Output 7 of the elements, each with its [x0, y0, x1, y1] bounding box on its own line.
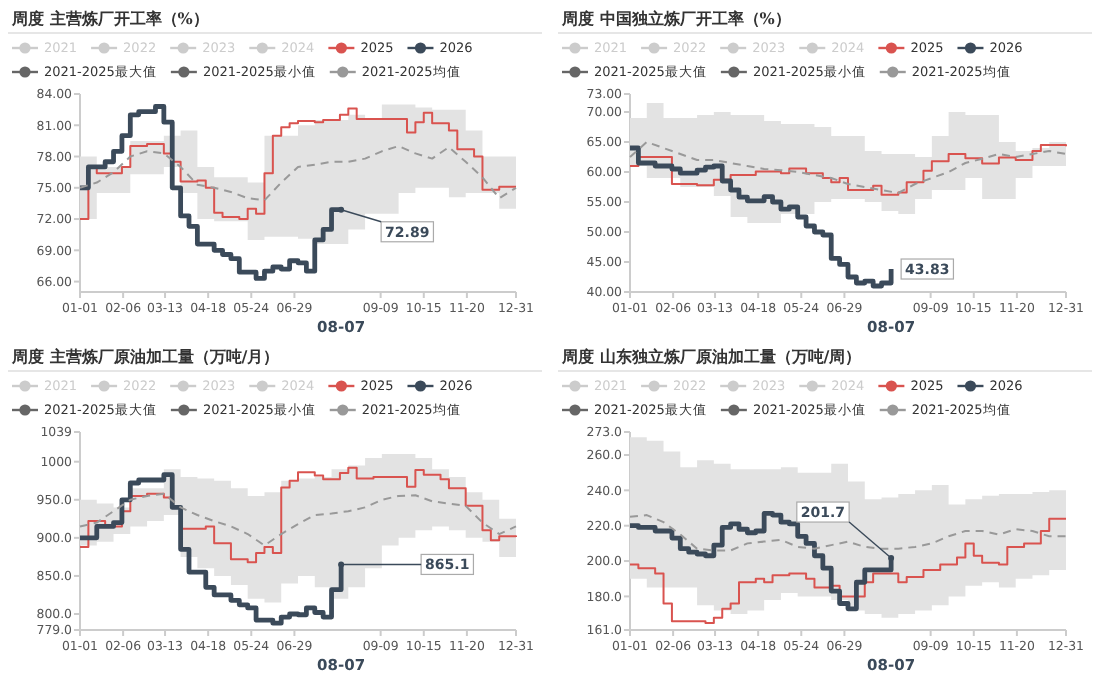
- chart-title: 周度 主营炼厂原油加工量（万吨/月）: [10, 346, 280, 366]
- chart-title: 周度 中国独立炼厂开工率（%）: [560, 8, 791, 28]
- line-series: [79, 492, 517, 547]
- line-series: [79, 145, 517, 202]
- line-series: [629, 514, 1067, 552]
- chart-title: 周度 山东独立炼厂原油加工量（万吨/周）: [560, 346, 862, 366]
- chart-title: 周度 主营炼厂开工率（%）: [10, 8, 209, 28]
